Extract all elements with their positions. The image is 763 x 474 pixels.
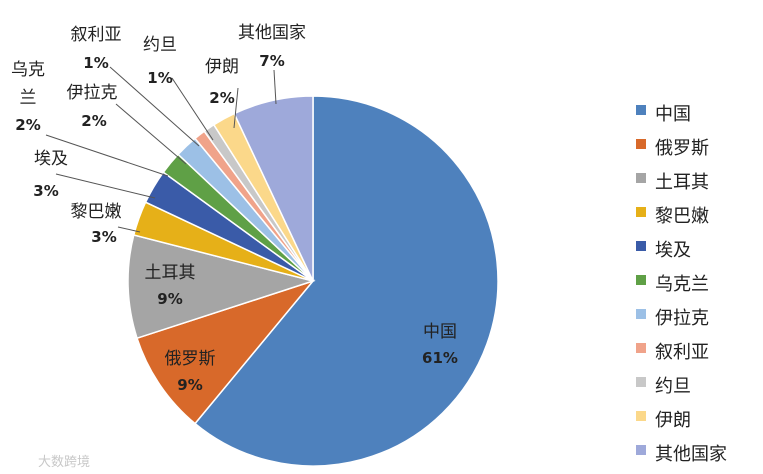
slice-label: 叙利亚 (71, 25, 122, 45)
leader-line (117, 226, 141, 233)
leader-line (273, 69, 277, 105)
leader-line (109, 66, 200, 147)
slice-value-label: 2% (81, 112, 106, 130)
legend-swatch (636, 139, 646, 149)
pie-slice (136, 279, 316, 425)
slice-value-label: 3% (33, 182, 58, 200)
pie-slices (127, 95, 499, 467)
slice-value-label: 9% (157, 290, 182, 308)
legend-swatch (636, 207, 646, 217)
leader-line (45, 134, 169, 177)
slice-value-label: 1% (147, 69, 172, 87)
legend-label: 乌克兰 (655, 274, 709, 295)
legend-label: 其他国家 (655, 444, 727, 465)
slice-label: 中国 (423, 322, 457, 342)
slice-value-label: 2% (15, 116, 40, 134)
leader-lines (45, 66, 277, 233)
leader-line (171, 77, 214, 141)
slice-label: 伊拉克 (67, 83, 118, 103)
legend-swatch (636, 411, 646, 421)
legend-label: 土耳其 (655, 172, 709, 193)
slice-label: 约旦 (143, 35, 177, 55)
slice-value-label: 61% (422, 349, 458, 367)
legend-label: 伊朗 (655, 410, 691, 431)
legend-swatch (636, 105, 646, 115)
pie-slice (233, 95, 314, 282)
slice-value-label: 7% (259, 52, 284, 70)
legend-label: 俄罗斯 (655, 138, 709, 159)
legend-swatch (636, 275, 646, 285)
legend-label: 约旦 (655, 376, 691, 397)
slice-label: 俄罗斯 (165, 349, 216, 369)
slice-value-label: 1% (83, 54, 108, 72)
leader-line (115, 103, 187, 165)
slice-label: 土耳其 (145, 263, 196, 283)
slice-label: 乌克 (11, 60, 45, 80)
legend-label: 埃及 (655, 240, 691, 261)
legend-label: 叙利亚 (655, 342, 709, 363)
legend-swatch (636, 241, 646, 251)
slice-label: 埃及 (34, 149, 68, 169)
leader-line (55, 173, 156, 199)
slice-value-label: 2% (209, 89, 234, 107)
legend-swatch (636, 343, 646, 353)
legend-swatch (636, 377, 646, 387)
slice-labels: 中国 61% 俄罗斯 9% 土耳其 9% 黎巴嫩 3% 埃及 3% 乌克兰 2% 伊拉克 2% 叙利亚 1% 约… (11, 23, 458, 394)
legend-swatch (636, 445, 646, 455)
watermark-text: 大数跨境 (38, 455, 90, 470)
legend-label: 黎巴嫩 (655, 206, 709, 227)
slice-value-label: 3% (91, 228, 116, 246)
slice-label: 其他国家 (238, 23, 306, 43)
legend-label: 伊拉克 (655, 308, 709, 329)
legend-swatch (636, 173, 646, 183)
slice-label: 伊朗 (205, 57, 239, 77)
legend-label: 中国 (655, 104, 691, 125)
slice-label: 黎巴嫩 (71, 202, 122, 222)
pie-slice (127, 234, 316, 340)
leader-line (233, 87, 239, 129)
pie-slice (194, 95, 499, 467)
legend-swatch (636, 309, 646, 319)
slice-value-label: 9% (177, 376, 202, 394)
slice-label: 兰 (20, 88, 37, 108)
